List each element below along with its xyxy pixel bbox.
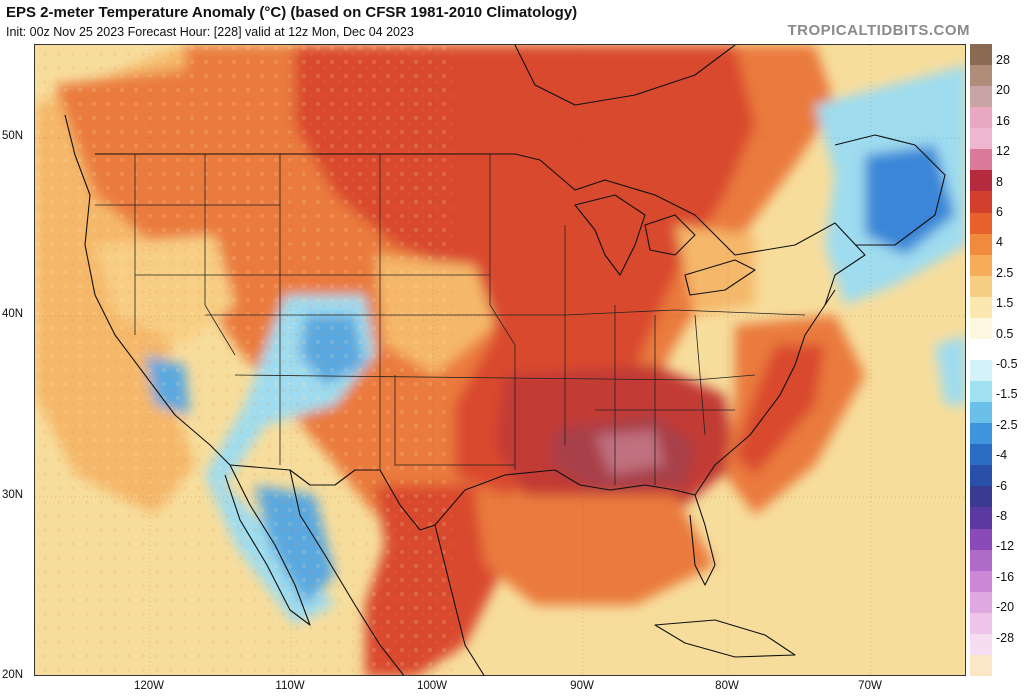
colorbar-label: 1.5: [996, 296, 1014, 311]
colorbar-label: -28: [996, 630, 1015, 645]
colorbar-swatch: [970, 212, 992, 235]
colorbar-swatch: [970, 402, 992, 424]
colorbar-label: 4: [996, 235, 1003, 250]
colorbar-swatch: [970, 65, 992, 87]
us-mexico-border: [229, 464, 436, 531]
map-title: EPS 2-meter Temperature Anomaly (°C) (ba…: [6, 4, 578, 21]
state-line-5: [489, 154, 516, 470]
mexico-mainland-west: [289, 469, 405, 675]
lon-label-110w: 110W: [275, 680, 305, 692]
colorbar-swatch: [970, 170, 992, 192]
colorbar-swatch: [970, 296, 992, 319]
west-coast: [64, 114, 231, 466]
colorbar-swatch: [970, 465, 992, 487]
colorbar-label: 2.5: [996, 265, 1014, 280]
coastlines-and-borders: [64, 45, 946, 675]
colorbar-swatch: [970, 86, 992, 108]
colorbar-label: 0.5: [996, 326, 1014, 341]
colorbar-swatch: [970, 381, 992, 403]
labrador-coast: [834, 134, 946, 246]
colorbar-swatch: [970, 149, 992, 171]
colorbar-swatch: [970, 360, 992, 382]
cool-light-east-atlantic: [935, 335, 965, 405]
colorbar-label: 28: [996, 53, 1010, 67]
lon-label-70w: 70W: [858, 680, 882, 692]
state-line-2: [204, 154, 236, 356]
lon-label-100w: 100W: [416, 680, 448, 692]
state-line-10: [234, 374, 756, 381]
colorbar-swatch: [970, 191, 992, 214]
colorbar-swatch: [970, 423, 992, 445]
colorbar-swatch: [970, 128, 992, 150]
colorbar-label: -6: [996, 478, 1008, 493]
hudson-bay-coast: [514, 45, 736, 106]
colorbar-label: -12: [996, 539, 1015, 554]
state-borders: [95, 154, 806, 485]
east-coast: [694, 289, 836, 496]
colorbar-swatch: [970, 528, 992, 551]
state-line-9: [205, 309, 806, 316]
colorbar-swatch: [970, 549, 992, 572]
colorbar-label: -0.5: [996, 357, 1018, 371]
colorbar-swatch: [970, 570, 992, 593]
cold-core-quebec: [865, 145, 955, 255]
lon-label-120w: 120W: [133, 680, 165, 692]
colorbar-swatch: [970, 633, 992, 656]
gridlines: [35, 45, 965, 675]
brand-watermark[interactable]: TROPICALTIDBITS.COM: [787, 22, 970, 39]
colorbar-swatch: [970, 254, 992, 277]
colorbar-swatch: [970, 612, 992, 635]
warm-peak-center: [595, 430, 665, 475]
colorbar-label: 16: [996, 113, 1010, 128]
baja-peninsula: [224, 464, 311, 626]
colorbar-label: -16: [996, 569, 1015, 584]
gulf-coast: [434, 469, 716, 586]
colorbar-label: 20: [996, 83, 1010, 98]
colorbar-label: 12: [996, 144, 1010, 159]
colorbar-swatch: [970, 44, 992, 66]
colorbar-label: -4: [996, 448, 1008, 463]
great-lakes: [574, 194, 756, 296]
state-line-14: [694, 314, 706, 436]
lon-label-80w: 80W: [715, 680, 739, 692]
colorbar-swatch: [970, 507, 992, 530]
warm-band-atlantic-core: [735, 345, 825, 475]
colorbar-swatch: [970, 275, 992, 298]
colorbar-swatch: [970, 233, 992, 256]
cuba-coast: [654, 619, 796, 658]
lat-label-50n: 50N: [2, 130, 24, 142]
colorbar-label: -1.5: [996, 387, 1018, 402]
lon-label-90w: 90W: [570, 680, 594, 692]
colorbar-swatch: [970, 654, 992, 677]
neutral-light-ohio-valley: [675, 225, 755, 315]
colorbar-swatch: [970, 338, 992, 361]
colorbar-swatch: [970, 486, 992, 508]
colorbar-label: 6: [996, 205, 1003, 219]
state-line-11: [394, 375, 515, 466]
temperature-anomaly-map: [35, 45, 965, 675]
mexico-mainland-east: [434, 524, 485, 675]
map-subtitle: Init: 00z Nov 25 2023 Forecast Hour: [22…: [6, 25, 414, 39]
colorbar-label: -20: [996, 600, 1015, 615]
colorbar-label: -2.5: [996, 417, 1018, 432]
lat-label-40n: 40N: [2, 308, 24, 320]
colorbar-swatch: [970, 317, 992, 340]
colorbar-swatch: [970, 591, 992, 614]
colorbar-label: -8: [996, 509, 1008, 523]
colorbar-swatch: [970, 107, 992, 129]
us-canada-border: [95, 153, 866, 306]
map-panel: [34, 44, 966, 676]
warm-plume-gulf: [475, 495, 715, 605]
colorbar-label: 8: [996, 174, 1003, 189]
lat-label-20n: 20N: [2, 669, 24, 681]
lat-label-30n: 30N: [2, 489, 24, 501]
texture-overlay: [35, 45, 455, 675]
colorbar-swatch: [970, 444, 992, 466]
colorbar: 28 20 16 12 8 6 4 2.5 1.5 0.5 -0.5 -1.5 -2.5 -4 -6 -8 -1…: [970, 44, 1020, 677]
